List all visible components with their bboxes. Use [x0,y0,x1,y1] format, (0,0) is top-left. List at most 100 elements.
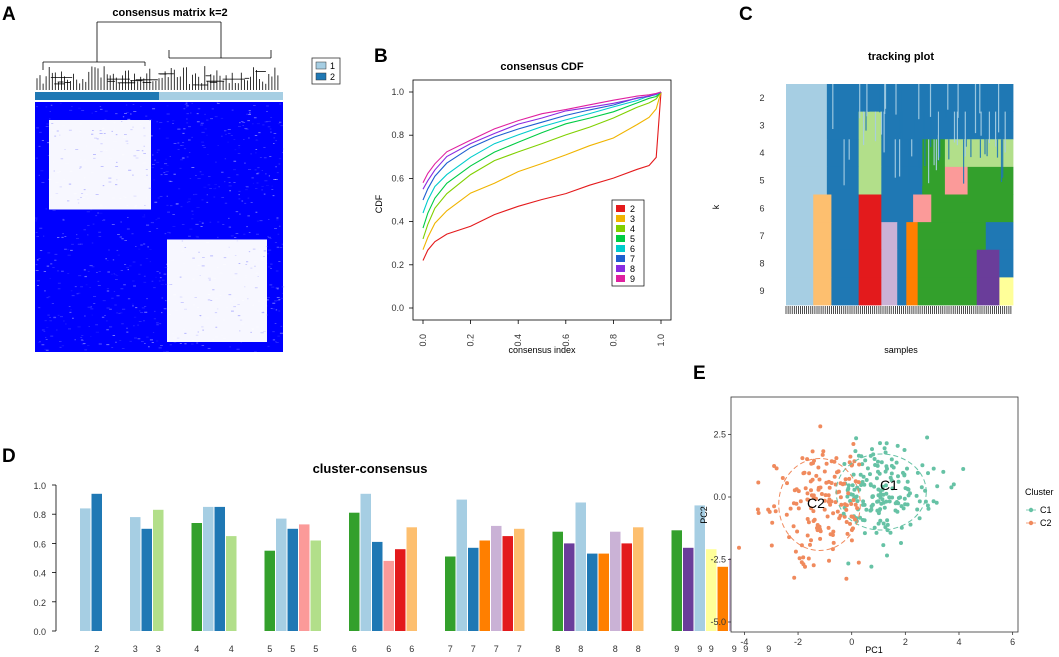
heatmap-noise [255,139,258,141]
heatmap-noise [115,341,117,343]
bar-x-label: 9 [743,644,748,654]
heatmap-noise [137,324,139,326]
heatmap-noise [87,234,89,236]
heatmap-noise [81,343,85,345]
heatmap-noise [246,186,249,188]
heatmap-noise [68,183,72,185]
heatmap-noise [201,145,205,146]
pca-point [823,493,828,498]
heatmap-noise [47,314,50,316]
heatmap-noise [181,244,183,245]
heatmap-noise [124,134,127,135]
heatmap-noise [132,303,134,305]
heatmap-noise [226,307,228,309]
heatmap-noise [203,147,206,148]
pca-point [847,476,852,481]
heatmap-noise [59,102,62,104]
heatmap-noise [149,261,152,263]
heatmap-noise [93,296,97,297]
heatmap-noise [155,219,158,221]
heatmap-noise [147,246,149,248]
heatmap-noise [141,341,144,342]
pca-point [869,564,874,569]
heatmap-noise [158,280,161,282]
heatmap-noise [56,172,60,174]
heatmap-noise [38,341,41,343]
heatmap-noise [153,318,157,320]
heatmap-noise [156,340,159,342]
bar-x-label: 7 [494,644,499,654]
heatmap-noise [241,300,244,301]
heatmap-legend: 1 2 [311,57,341,85]
heatmap-noise [246,261,249,263]
pca-point [920,463,925,468]
pca-point [893,508,898,513]
pca-point [772,464,777,468]
tracking-streak [964,111,966,157]
heatmap-noise [242,125,244,126]
tracking-cell [917,222,987,251]
heatmap-noise [85,145,88,147]
heatmap-noise [255,188,258,189]
heatmap-noise [193,261,196,262]
heatmap-noise [254,169,257,171]
pca-point [817,477,822,482]
pca-point [838,513,843,518]
pca-point [908,522,913,527]
heatmap-noise [277,300,281,301]
heatmap-noise [216,308,219,310]
pca-point [894,460,899,465]
heatmap-noise [279,332,284,334]
pca-point [925,435,930,440]
bar [445,556,456,631]
heatmap-noise [280,297,284,299]
heatmap-noise [272,195,275,197]
heatmap-noise [123,284,126,286]
heatmap-noise [139,264,142,266]
heatmap-noise [154,201,158,203]
pca-point [780,476,785,480]
heatmap-noise [191,136,193,138]
heatmap-noise [186,118,188,120]
heatmap-noise [119,198,122,199]
tracking-cell [786,84,828,113]
heatmap-noise [133,325,135,327]
tracking-cell [881,249,898,278]
heatmap-noise [65,323,67,325]
heatmap-noise [97,285,101,286]
heatmap-noise [36,236,39,237]
pca-point [915,470,920,475]
heatmap-noise [161,297,164,299]
heatmap-noise [53,317,57,319]
heatmap-noise [45,337,47,338]
heatmap-noise [192,257,195,259]
heatmap-noise [180,159,184,161]
heatmap-noise [184,247,187,248]
heatmap-noise [65,163,69,164]
pca-y-tick-label: 2.5 [713,430,726,440]
heatmap-noise [251,328,254,330]
pca-point [772,504,777,509]
heatmap-noise [51,123,54,124]
tracking-cell [999,277,1014,306]
tracking-streak [1000,139,1003,182]
heatmap-noise [35,218,38,220]
heatmap-noise [239,330,241,332]
heatmap-noise [35,220,37,222]
pca-point [858,472,863,477]
heatmap-noise [276,172,279,174]
pca-x-tick-label: 4 [956,637,961,647]
heatmap-noise [117,254,120,256]
tracking-streak [998,84,1000,133]
bar-y-tick-label: 1.0 [33,481,46,491]
heatmap-noise [38,258,41,259]
pca-point [835,509,840,514]
heatmap-noise [243,122,245,123]
heatmap-noise [221,335,223,336]
bar [310,540,321,631]
heatmap-noise [257,276,259,277]
heatmap-noise [255,278,258,279]
heatmap-noise [126,143,129,145]
tracking-streak [884,84,886,114]
tracking-heatmap [786,84,1014,306]
